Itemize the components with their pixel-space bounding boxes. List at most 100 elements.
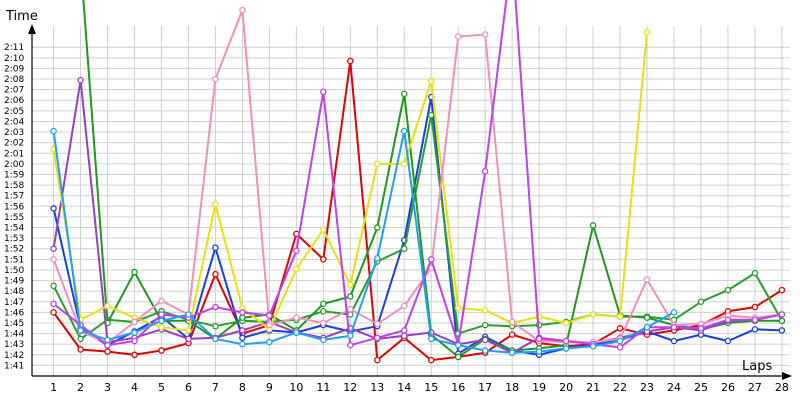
data-point: [158, 297, 165, 304]
data-point: [481, 31, 489, 38]
data-point: [347, 57, 354, 65]
data-point: [131, 318, 138, 326]
data-point: [185, 327, 192, 334]
data-point: [562, 337, 570, 345]
data-point: [589, 222, 597, 229]
data-point: [239, 6, 246, 14]
data-point: [454, 304, 462, 312]
y-tick-label: 1:42: [4, 351, 24, 361]
x-tick-label: 3: [104, 381, 111, 394]
x-tick-labels: 1 2 3 4 5 6 7 8 9 10 11 12 13 14 15 16 17 18 19 20 21 22 23 24 2…: [50, 381, 789, 394]
y-tick-label: 1:55: [4, 213, 24, 223]
data-point: [50, 309, 57, 316]
data-point: [374, 160, 381, 168]
y-tick-label: 1:46: [4, 308, 24, 318]
series-line: [52, 0, 783, 349]
data-point: [778, 327, 786, 334]
y-tick-label: 1:43: [4, 340, 24, 350]
data-point: [347, 341, 354, 349]
data-point: [374, 320, 381, 328]
y-tick-label: 1:47: [4, 298, 24, 308]
data-point: [616, 313, 624, 320]
x-tick-label: 23: [640, 381, 654, 394]
data-point: [320, 336, 327, 344]
data-point: [50, 282, 57, 290]
y-tick-label: 2:04: [4, 117, 24, 127]
data-point: [401, 332, 408, 339]
y-tick-label: 2:03: [4, 128, 24, 138]
series-7: [50, 6, 786, 347]
data-point: [427, 111, 435, 119]
data-point: [724, 337, 732, 345]
x-tick-label: 5: [158, 381, 165, 394]
data-point: [751, 303, 759, 311]
data-point: [778, 286, 786, 294]
data-point: [320, 226, 327, 233]
data-point: [158, 347, 165, 354]
data-point: [266, 338, 273, 346]
data-point: [293, 247, 300, 255]
data-point: [778, 311, 786, 318]
x-tick-label: 7: [212, 381, 219, 394]
series-group: [50, 0, 786, 364]
x-tick-label: 16: [451, 381, 465, 394]
y-tick-label: 1:44: [4, 330, 24, 340]
y-tick-label: 2:11: [4, 43, 24, 53]
data-point: [50, 245, 57, 252]
x-tick-label: 13: [370, 381, 384, 394]
data-point: [212, 200, 219, 208]
y-tick-label: 1:54: [4, 224, 24, 234]
x-axis-arrow: [782, 372, 792, 380]
y-axis-arrow: [28, 24, 36, 34]
y-tick-label: 2:10: [4, 54, 24, 64]
series-9: [50, 127, 678, 356]
data-point: [131, 329, 138, 336]
x-tick-label: 8: [239, 381, 246, 394]
x-tick-label: 2: [77, 381, 84, 394]
x-tick-label: 28: [775, 381, 789, 394]
data-point: [778, 317, 786, 325]
y-tick-label: 1:52: [4, 245, 24, 255]
data-point: [401, 302, 408, 310]
data-point: [427, 77, 435, 85]
data-point: [320, 256, 327, 263]
data-point: [293, 329, 300, 336]
y-tick-label: 1:53: [4, 234, 24, 244]
data-point: [347, 305, 354, 313]
data-point: [50, 256, 57, 263]
data-point: [562, 345, 570, 352]
y-tick-label: 1:49: [4, 277, 24, 287]
data-point: [427, 335, 435, 343]
data-point: [212, 75, 219, 83]
data-point: [751, 326, 759, 333]
data-point: [185, 311, 192, 318]
data-point: [481, 336, 489, 344]
data-point: [401, 127, 408, 135]
data-point: [643, 323, 651, 331]
data-point: [508, 349, 516, 356]
data-point: [643, 276, 651, 283]
data-point: [77, 76, 84, 84]
data-point: [77, 327, 84, 334]
series-line: [52, 60, 783, 362]
y-tick-label: 1:57: [4, 192, 24, 202]
data-point: [616, 337, 624, 345]
data-point: [266, 312, 273, 319]
data-point: [481, 168, 489, 175]
x-tick-label: 10: [289, 381, 303, 394]
data-point: [589, 343, 597, 350]
data-point: [454, 33, 462, 40]
y-tick-label: 1:48: [4, 287, 24, 297]
data-point: [131, 351, 138, 359]
data-point: [320, 300, 327, 308]
data-point: [481, 306, 489, 314]
y-tick-label: 2:01: [4, 149, 24, 159]
data-point: [77, 346, 84, 353]
x-tick-label: 1: [50, 381, 57, 394]
x-tick-label: 9: [266, 381, 273, 394]
data-point: [320, 319, 327, 327]
data-point: [401, 245, 408, 252]
y-tick-label: 1:51: [4, 255, 24, 265]
data-point: [401, 90, 408, 98]
